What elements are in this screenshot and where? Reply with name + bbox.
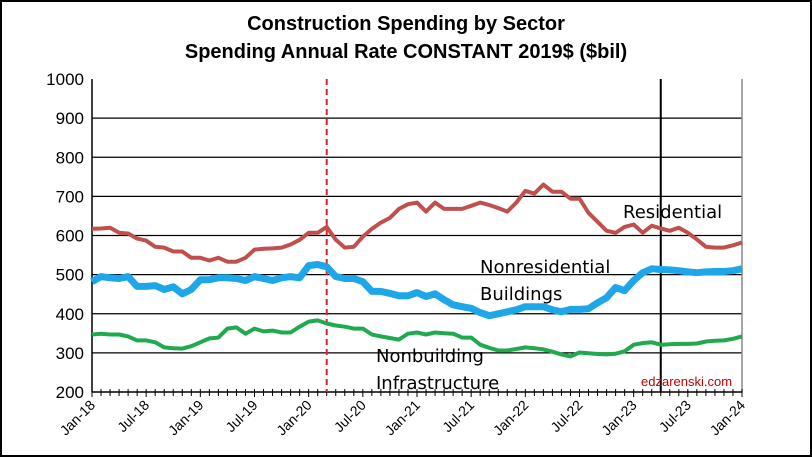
chart-title-line-1: Construction Spending by Sector [247,13,565,35]
series-line-nonresidential-buildings [90,261,743,320]
y-tick-label: 1000 [46,70,84,89]
y-tick-label: 200 [56,383,84,402]
series-line-residential [91,182,743,264]
label-nonbuilding-line-2: Infrastructure [376,373,499,394]
label-nonbuilding-line-1: Nonbuilding [376,346,484,367]
reference-lines [325,79,662,392]
watermark: edzarenski.com [641,374,732,389]
y-tick-label: 400 [56,305,84,324]
y-tick-label: 600 [56,227,84,246]
y-tick-label: 500 [56,266,84,285]
y-axis-ticks: 200 300 400 500 600 700 800 900 1000 [46,70,84,402]
label-residential: Residential [623,202,722,223]
y-tick-label: 800 [56,148,84,167]
y-tick-label: 700 [56,187,84,206]
series-lines [90,182,743,359]
label-nonresidential-line-1: Nonresidential [480,257,610,278]
label-nonresidential-line-2: Buildings [480,284,562,305]
chart-title-line-2: Spending Annual Rate CONSTANT 2019$ ($bi… [185,41,627,63]
series-line-nonbuilding-infrastructure [91,318,743,359]
y-tick-label: 300 [56,344,84,363]
y-tick-label: 900 [56,109,84,128]
